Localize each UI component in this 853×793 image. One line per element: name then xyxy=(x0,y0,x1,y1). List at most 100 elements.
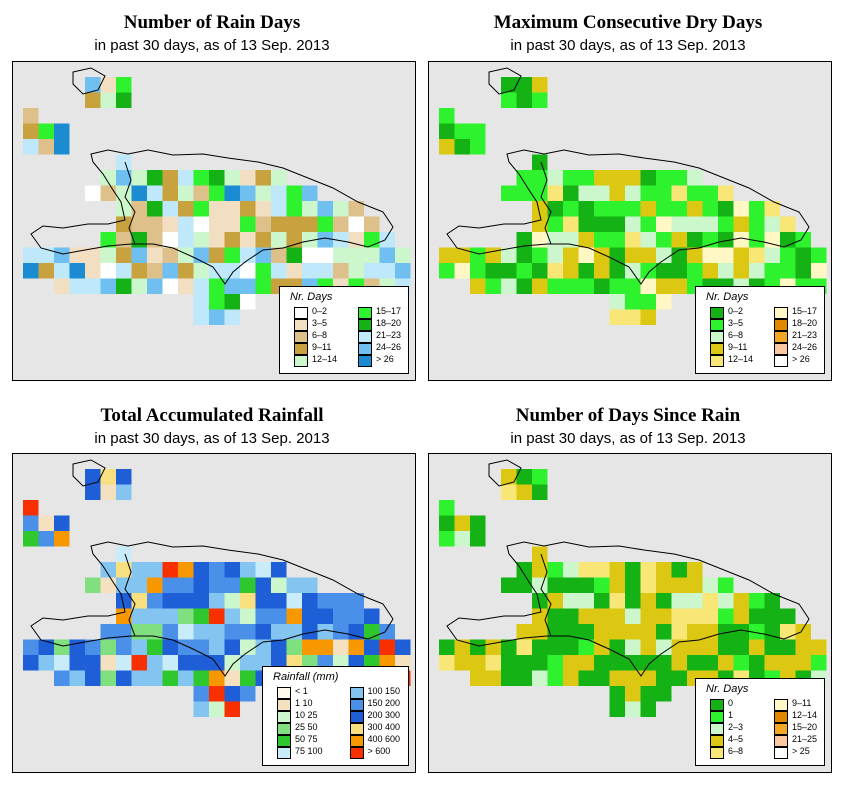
legend-swatch xyxy=(774,747,788,759)
grid-cell xyxy=(516,232,532,248)
grid-cell xyxy=(302,216,318,232)
grid-cell xyxy=(193,278,209,294)
grid-cell xyxy=(240,639,256,655)
grid-cell xyxy=(333,216,349,232)
grid-cell xyxy=(240,686,256,702)
grid-cell xyxy=(578,216,594,232)
grid-cell xyxy=(532,201,548,217)
legend-swatch xyxy=(349,687,364,699)
grid-cell xyxy=(671,670,687,686)
grid-cell xyxy=(625,232,641,248)
grid-cell xyxy=(671,639,687,655)
grid-cell xyxy=(687,593,703,609)
grid-cell xyxy=(38,123,54,139)
grid-cell xyxy=(656,608,672,624)
legend-label: > 25 xyxy=(792,746,810,756)
grid-cell xyxy=(224,608,240,624)
grid-cell xyxy=(795,263,811,279)
legend-swatch xyxy=(710,699,724,711)
grid-cell xyxy=(609,185,625,201)
grid-cell xyxy=(286,624,302,640)
grid-cell xyxy=(780,247,796,263)
grid-cell xyxy=(532,263,548,279)
map-legend: Nr. Days 0 1 2–3 4–5 6–8 9–11 12–14 15–20 21–25 > … xyxy=(695,678,825,766)
grid-cell xyxy=(485,278,501,294)
grid-cell xyxy=(656,624,672,640)
grid-cell xyxy=(594,639,610,655)
grid-cell xyxy=(718,639,734,655)
grid-cell xyxy=(470,247,486,263)
grid-cell xyxy=(286,577,302,593)
grid-cell xyxy=(209,562,225,578)
grid-cell xyxy=(100,278,116,294)
map-grid xyxy=(23,67,411,325)
grid-cell xyxy=(131,577,147,593)
grid-cell xyxy=(240,247,256,263)
grid-cell xyxy=(640,624,656,640)
legend-swatch xyxy=(294,331,308,343)
grid-cell xyxy=(687,201,703,217)
grid-cell xyxy=(178,577,194,593)
grid-cell xyxy=(578,608,594,624)
legend-swatch xyxy=(294,319,308,331)
grid-cell xyxy=(656,655,672,671)
grid-cell xyxy=(178,593,194,609)
grid-cell xyxy=(516,562,532,578)
island-outline xyxy=(488,67,522,95)
panel-title: Total Accumulated Rainfall xyxy=(100,405,324,426)
grid-cell xyxy=(625,562,641,578)
grid-cell xyxy=(640,216,656,232)
grid-cell xyxy=(286,201,302,217)
grid-cell xyxy=(162,608,178,624)
grid-cell xyxy=(271,201,287,217)
grid-cell xyxy=(162,185,178,201)
grid-cell xyxy=(147,263,163,279)
grid-cell xyxy=(625,686,641,702)
grid-cell xyxy=(23,139,39,155)
grid-cell xyxy=(224,278,240,294)
grid-cell xyxy=(178,263,194,279)
grid-cell xyxy=(687,170,703,186)
grid-cell xyxy=(609,670,625,686)
grid-cell xyxy=(594,247,610,263)
grid-cell xyxy=(271,639,287,655)
grid-cell xyxy=(147,670,163,686)
grid-cell xyxy=(532,77,548,93)
grid-cell xyxy=(38,655,54,671)
grid-cell xyxy=(147,278,163,294)
grid-cell xyxy=(116,639,132,655)
grid-cell xyxy=(609,562,625,578)
grid-cell xyxy=(302,608,318,624)
legend-label: 12–14 xyxy=(312,354,338,364)
grid-cell xyxy=(594,170,610,186)
legend-swatch xyxy=(294,343,308,355)
grid-cell xyxy=(532,484,548,500)
grid-cell xyxy=(609,216,625,232)
grid-cell xyxy=(333,593,349,609)
grid-cell xyxy=(454,515,470,531)
grid-cell xyxy=(240,655,256,671)
grid-cell xyxy=(162,562,178,578)
grid-cell xyxy=(240,593,256,609)
grid-cell xyxy=(209,247,225,263)
country-border xyxy=(124,161,136,245)
grid-cell xyxy=(240,562,256,578)
grid-cell xyxy=(501,77,517,93)
grid-cell xyxy=(162,655,178,671)
legend-title: Nr. Days xyxy=(290,291,333,303)
grid-cell xyxy=(609,593,625,609)
grid-cell xyxy=(656,562,672,578)
grid-cell xyxy=(532,278,548,294)
grid-cell xyxy=(625,701,641,717)
grid-cell xyxy=(116,278,132,294)
grid-cell xyxy=(640,170,656,186)
legend-label: 3–5 xyxy=(312,318,328,328)
legend-label: 21–23 xyxy=(792,330,818,340)
grid-cell xyxy=(348,263,364,279)
grid-cell xyxy=(100,469,116,485)
grid-cell xyxy=(240,608,256,624)
grid-cell xyxy=(317,263,333,279)
grid-cell xyxy=(671,624,687,640)
grid-cell xyxy=(702,639,718,655)
grid-cell xyxy=(255,216,271,232)
